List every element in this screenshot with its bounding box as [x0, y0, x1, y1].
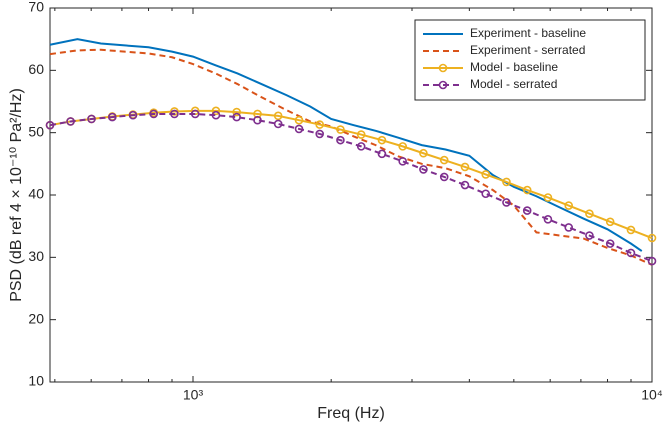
- y-tick-label: 70: [28, 0, 44, 15]
- legend-label: Model - baseline: [470, 60, 558, 74]
- series-marker: [211, 106, 221, 116]
- series-marker: [336, 135, 345, 145]
- series-marker: [647, 256, 657, 266]
- series-marker: [502, 177, 511, 187]
- legend-label: Experiment - serrated: [470, 43, 585, 57]
- series-marker: [273, 111, 283, 121]
- series-marker: [377, 149, 387, 159]
- series-marker: [315, 129, 324, 139]
- series-marker: [460, 162, 470, 172]
- series-marker: [481, 189, 491, 199]
- series-marker: [87, 114, 96, 124]
- series-marker: [294, 115, 304, 125]
- series-marker: [647, 233, 657, 243]
- series-marker: [605, 239, 615, 248]
- y-tick-label: 50: [28, 123, 44, 139]
- series-marker: [564, 223, 573, 232]
- series-marker: [45, 120, 55, 130]
- series-marker: [190, 109, 200, 119]
- series-marker: [626, 225, 636, 235]
- series-marker: [232, 112, 241, 122]
- series-line: [49, 48, 653, 266]
- series-marker: [543, 215, 553, 224]
- series-marker: [336, 125, 345, 134]
- series-line: [49, 38, 643, 252]
- x-tick-label: 10³: [183, 387, 204, 403]
- legend-label: Experiment - baseline: [470, 26, 586, 40]
- series-marker: [294, 124, 304, 134]
- series-marker: [419, 148, 428, 158]
- series-marker: [398, 142, 407, 151]
- series-marker: [585, 231, 594, 240]
- y-axis-label: PSD (dB ref 4 × 10⁻¹⁰ Pa²/Hz): [8, 88, 25, 302]
- legend-label: Model - serrated: [470, 77, 557, 91]
- series-marker: [356, 142, 366, 151]
- series-marker: [377, 135, 387, 145]
- series-marker: [253, 115, 262, 125]
- series-marker: [419, 165, 428, 174]
- x-tick-label: 10⁴: [641, 387, 663, 403]
- series-marker: [128, 110, 138, 120]
- series-marker: [605, 217, 615, 227]
- series-marker: [356, 130, 366, 139]
- series-marker: [502, 198, 511, 207]
- y-tick-label: 20: [28, 310, 44, 326]
- series-marker: [481, 170, 491, 179]
- series-marker: [149, 109, 158, 119]
- series-marker: [439, 155, 449, 165]
- y-tick-label: 10: [28, 373, 44, 389]
- series-marker: [273, 119, 283, 129]
- series-marker: [522, 206, 532, 215]
- legend-marker: [438, 80, 448, 90]
- series-marker: [439, 172, 449, 182]
- series-marker: [460, 180, 470, 190]
- series-marker: [398, 157, 407, 166]
- series-marker: [543, 193, 553, 202]
- series-marker: [66, 117, 75, 126]
- series-marker: [107, 112, 117, 122]
- series-marker: [564, 201, 573, 210]
- x-axis-label: Freq (Hz): [317, 405, 385, 422]
- series-marker: [522, 185, 532, 195]
- series-marker: [232, 107, 241, 117]
- y-tick-label: 30: [28, 248, 44, 264]
- y-tick-label: 60: [28, 61, 44, 77]
- series-marker: [315, 120, 324, 129]
- series-marker: [585, 209, 594, 218]
- legend-marker: [438, 63, 448, 73]
- series-marker: [170, 109, 179, 119]
- series-marker: [626, 248, 636, 258]
- legend: Experiment - baseline Experiment - serrat…: [414, 19, 646, 101]
- series-marker: [211, 110, 221, 120]
- y-tick-label: 40: [28, 186, 44, 202]
